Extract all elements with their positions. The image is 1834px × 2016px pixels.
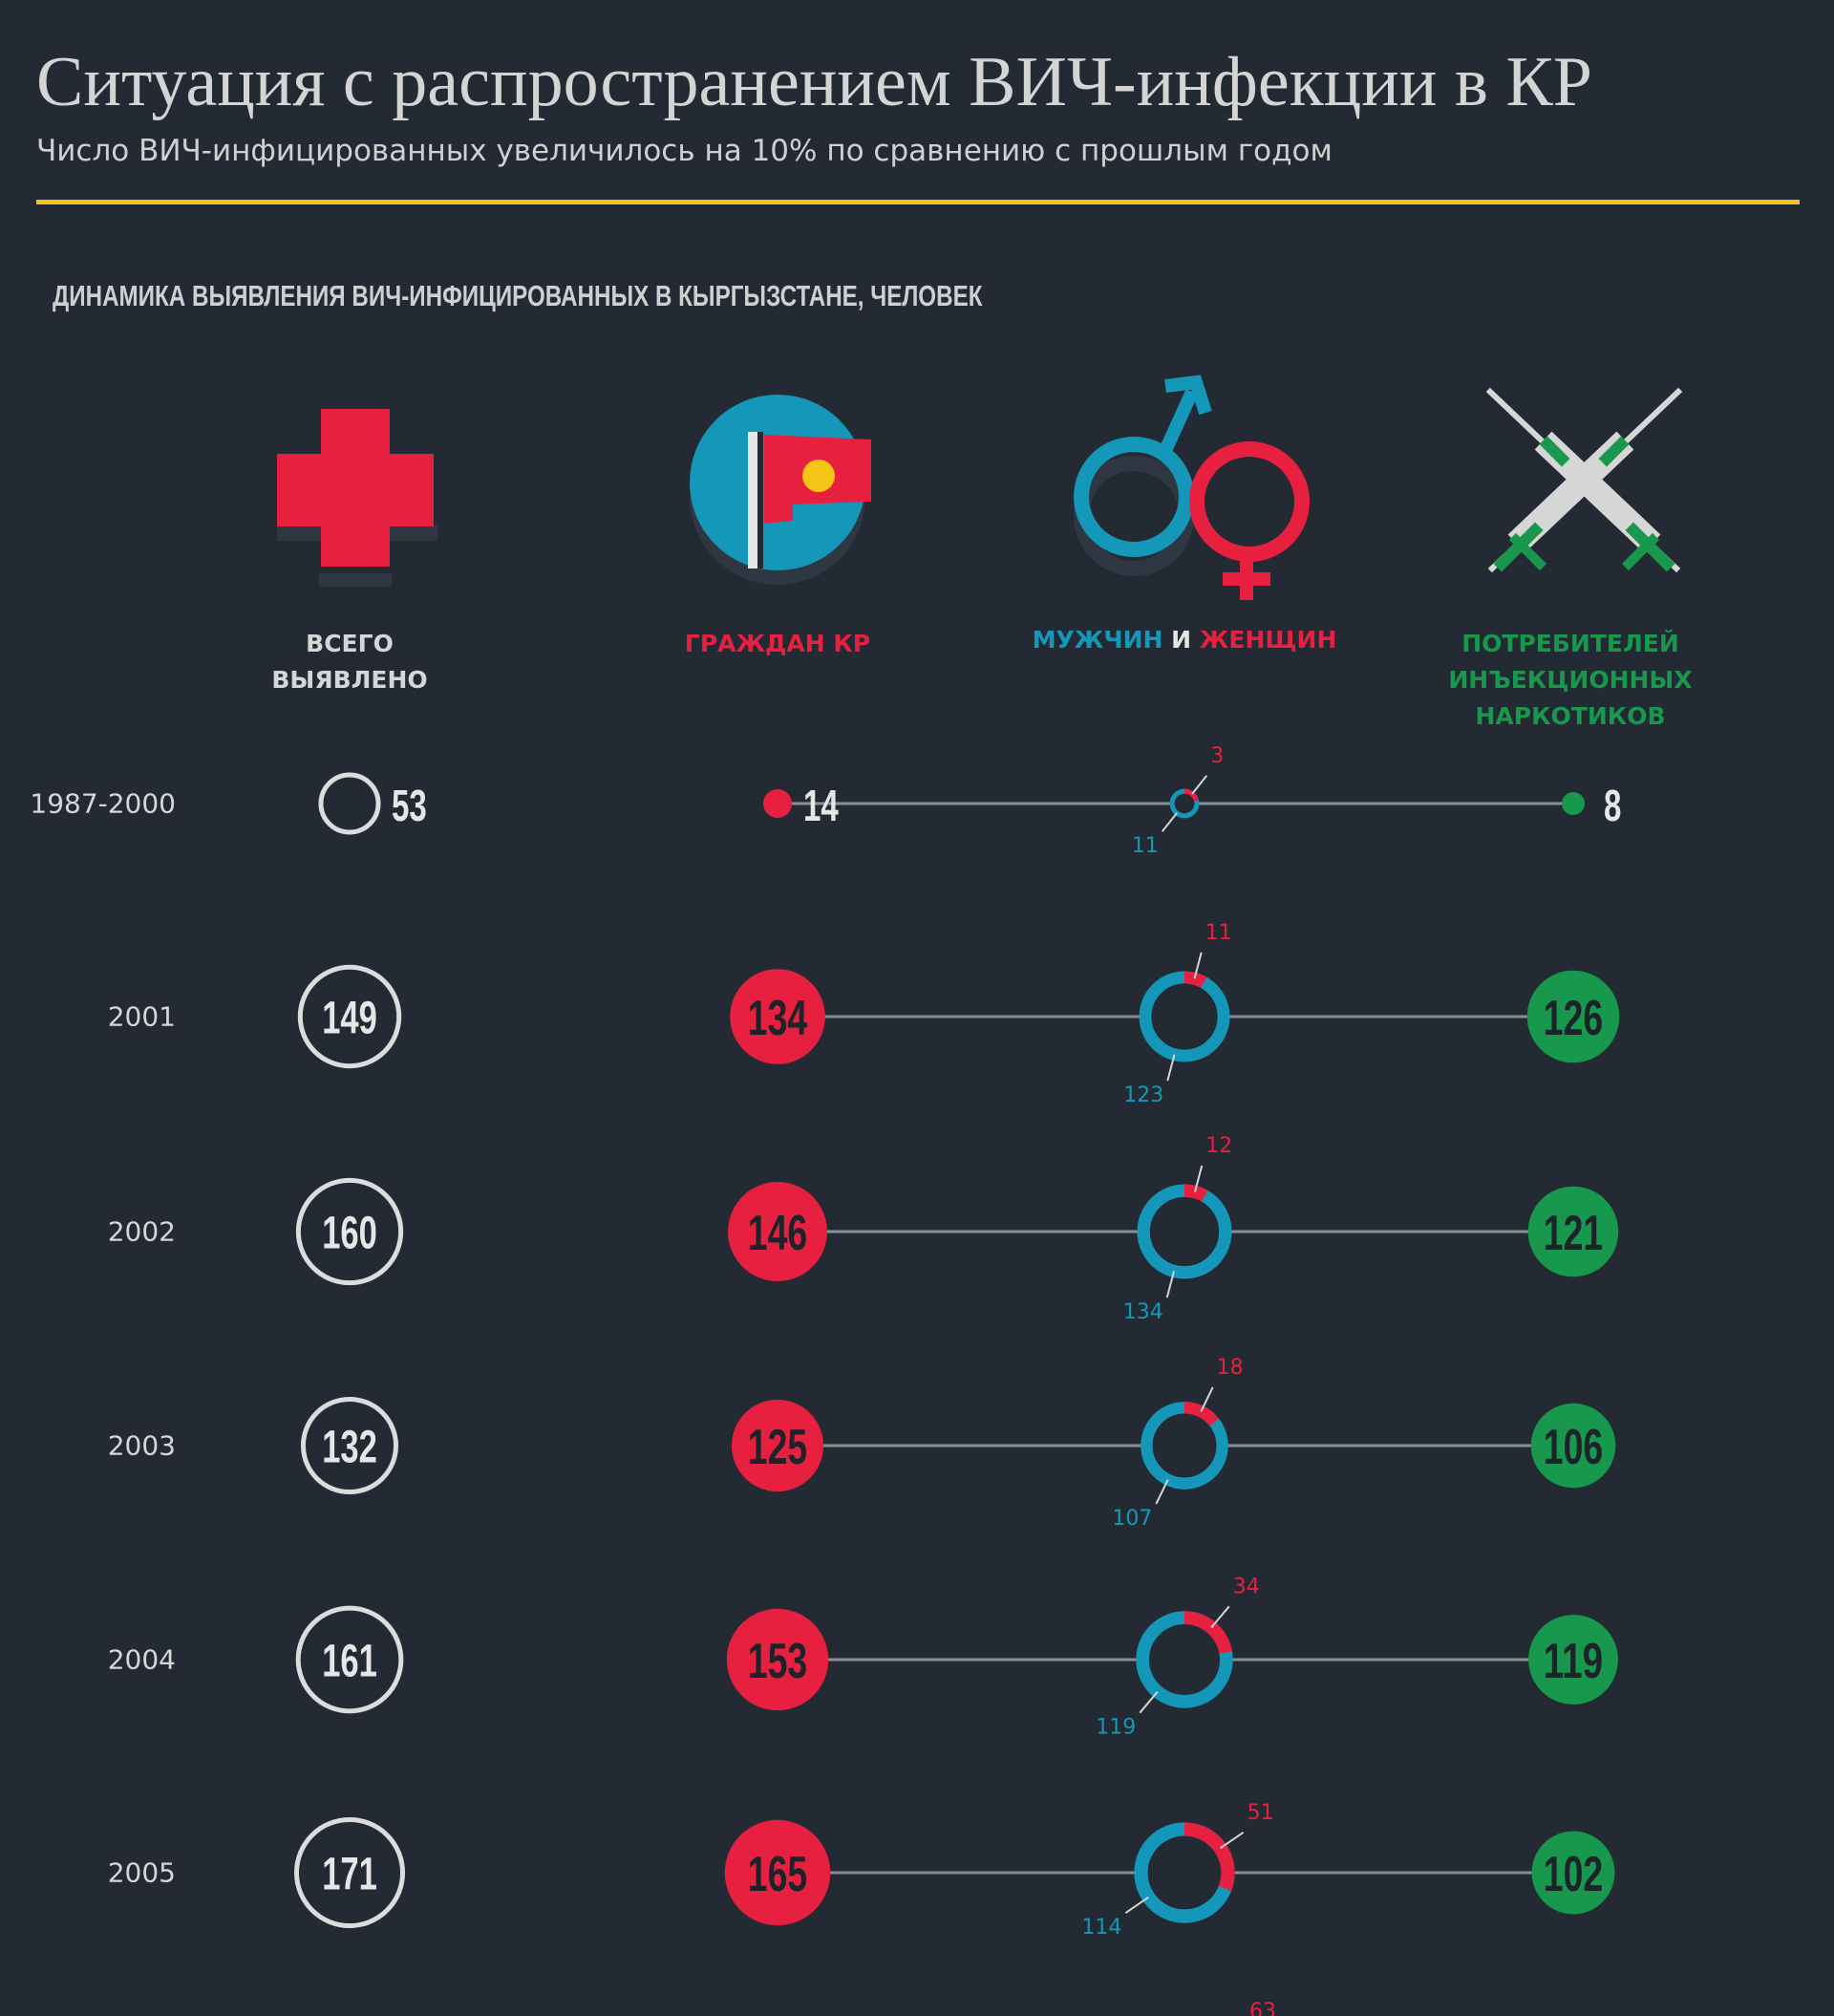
total-circle (295, 1177, 404, 1286)
idu-value: 8 (1604, 781, 1621, 830)
idu-circle (1527, 1186, 1619, 1277)
citizens-value: 153 (748, 1634, 807, 1689)
gender-symbols-icon (1074, 375, 1310, 600)
label-gender: МУЖЧИН И ЖЕНЩИН (993, 622, 1376, 658)
men-leader (1139, 1690, 1159, 1714)
citizens-value: 125 (748, 1420, 807, 1475)
women-value: 3 (1210, 744, 1224, 768)
year-label: 2001 (108, 1001, 176, 1033)
total-circle (293, 1816, 406, 1929)
women-leader (1191, 775, 1208, 795)
women-arc (1136, 1611, 1233, 1708)
women-value: 12 (1205, 1134, 1232, 1158)
chart-title: ДИНАМИКА ВЫЯВЛЕНИЯ ВИЧ-ИНФИЦИРОВАННЫХ В … (53, 279, 983, 312)
label-line: ИНЪЕКЦИОННЫХ (1448, 666, 1693, 694)
page-subtitle: Число ВИЧ-инфицированных увеличилось на … (36, 134, 1333, 168)
idu-value: 102 (1544, 1847, 1603, 1902)
total-circle (295, 1605, 404, 1714)
year-label: 2003 (108, 1430, 176, 1462)
citizens-circle (728, 1182, 827, 1281)
citizens-value: 14 (803, 781, 839, 830)
women-leader (1193, 1165, 1204, 1192)
citizens-circle (730, 969, 825, 1064)
total-value: 161 (322, 1637, 377, 1687)
idu-circle (1530, 1403, 1616, 1489)
women-leader (1220, 1832, 1245, 1850)
women-arc (1139, 971, 1230, 1062)
label-and: И (1171, 626, 1192, 654)
men-value: 134 (1123, 1300, 1163, 1324)
syringes-icon (1485, 387, 1683, 573)
total-value: 132 (322, 1423, 377, 1473)
idu-value: 126 (1544, 991, 1603, 1046)
total-circle (297, 964, 402, 1069)
idu-value: 106 (1544, 1420, 1603, 1475)
label-women: ЖЕНЩИН (1199, 626, 1337, 654)
idu-circle (1531, 1831, 1615, 1915)
year-label: 2005 (108, 1857, 176, 1889)
men-arc (1137, 1184, 1232, 1279)
idu-value: 121 (1544, 1206, 1603, 1261)
women-arc (1134, 1822, 1235, 1923)
total-value: 171 (322, 1850, 377, 1900)
kyrgyz-flag-icon (690, 395, 871, 585)
total-value: 53 (392, 781, 427, 830)
citizens-circle (763, 789, 792, 818)
label-line: ВСЕГО (306, 630, 394, 657)
page-title: Ситуация с распространением ВИЧ-инфекции… (36, 43, 1592, 121)
label-line: НАРКОТИКОВ (1475, 702, 1666, 730)
citizens-value: 165 (748, 1847, 807, 1902)
year-label: 2004 (108, 1644, 176, 1676)
year-label: 2002 (108, 1216, 176, 1248)
men-leader (1161, 812, 1178, 832)
citizens-value: 134 (748, 991, 807, 1046)
men-value: 114 (1081, 1916, 1121, 1940)
total-value: 160 (322, 1209, 377, 1259)
women-value-partial: 63 (1249, 2000, 1276, 2016)
women-leader (1193, 952, 1203, 979)
women-value: 34 (1233, 1575, 1260, 1598)
citizens-circle (731, 1399, 824, 1492)
men-value: 123 (1123, 1083, 1163, 1107)
women-leader (1210, 1605, 1230, 1629)
label-line: ПОТРЕБИТЕЛЕЙ (1461, 630, 1679, 657)
men-leader (1124, 1896, 1149, 1914)
women-arc (1169, 788, 1200, 819)
men-value: 11 (1132, 834, 1159, 858)
women-arc (1141, 1402, 1228, 1490)
label-line: ГРАЖДАН КР (684, 630, 871, 657)
citizens-circle (726, 1608, 829, 1711)
men-value: 119 (1096, 1716, 1136, 1740)
red-cross-icon (277, 409, 437, 587)
label-total: ВСЕГО ВЫЯВЛЕНО (197, 626, 502, 698)
women-arc (1137, 1184, 1232, 1279)
label-citizens: ГРАЖДАН КР (625, 626, 930, 662)
men-value: 107 (1112, 1507, 1152, 1531)
idu-circle (1562, 792, 1585, 815)
women-value: 11 (1205, 921, 1232, 945)
idu-circle (1526, 970, 1620, 1063)
women-leader (1200, 1386, 1214, 1412)
label-idu: ПОТРЕБИТЕЛЕЙ ИНЪЕКЦИОННЫХ НАРКОТИКОВ (1418, 626, 1723, 735)
label-men: МУЖЧИН (1032, 626, 1163, 654)
women-value: 51 (1248, 1801, 1274, 1825)
total-circle (318, 772, 381, 835)
men-leader (1155, 1479, 1169, 1505)
idu-circle (1528, 1615, 1618, 1705)
year-label: 1987-2000 (30, 788, 176, 820)
idu-value: 119 (1544, 1634, 1603, 1689)
men-leader (1165, 1271, 1176, 1298)
men-arc (1139, 971, 1230, 1062)
label-line: ВЫЯВЛЕНО (271, 666, 428, 694)
citizens-value: 146 (748, 1206, 807, 1261)
title-divider (36, 200, 1800, 204)
women-value: 18 (1217, 1356, 1244, 1380)
men-leader (1166, 1054, 1176, 1082)
citizens-circle (724, 1819, 831, 1926)
total-circle (300, 1396, 399, 1495)
total-value: 149 (322, 994, 377, 1044)
